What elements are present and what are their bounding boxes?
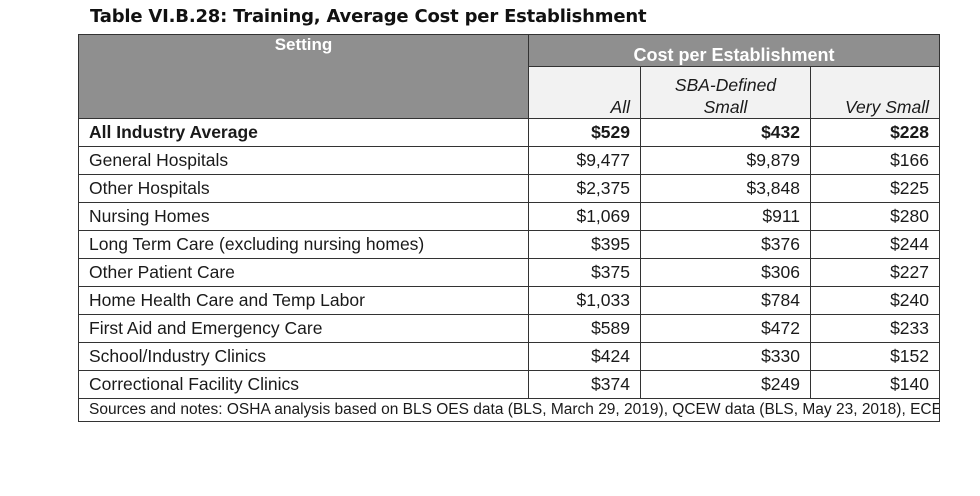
very-small-column-header: Very Small xyxy=(810,66,940,119)
all-cell: $424 xyxy=(528,342,641,371)
very-small-cell: $233 xyxy=(810,314,940,343)
very-small-cell: $152 xyxy=(810,342,940,371)
setting-cell: Home Health Care and Temp Labor xyxy=(78,286,529,315)
sba-column-header: SBA-Defined Small xyxy=(640,66,811,119)
sba-cell: $432 xyxy=(640,118,811,147)
sba-header-line1: SBA-Defined xyxy=(674,75,777,95)
sba-cell: $376 xyxy=(640,230,811,259)
sba-header-line2: Small xyxy=(703,97,748,117)
all-cell: $9,477 xyxy=(528,146,641,175)
header-row-sub: All SBA-Defined Small Very Small xyxy=(79,66,940,119)
table-row: School/Industry Clinics $424 $330 $152 xyxy=(78,342,940,371)
sba-cell: $306 xyxy=(640,258,811,287)
all-column-header: All xyxy=(528,66,641,119)
all-cell: $589 xyxy=(528,314,641,343)
table-row: All Industry Average $529 $432 $228 xyxy=(78,118,940,147)
very-small-cell: $166 xyxy=(810,146,940,175)
table-row: First Aid and Emergency Care $589 $472 $… xyxy=(78,314,940,343)
all-cell: $1,033 xyxy=(528,286,641,315)
sba-cell: $784 xyxy=(640,286,811,315)
very-small-cell: $240 xyxy=(810,286,940,315)
all-cell: $375 xyxy=(528,258,641,287)
sba-cell: $249 xyxy=(640,370,811,399)
setting-cell: School/Industry Clinics xyxy=(78,342,529,371)
all-cell: $395 xyxy=(528,230,641,259)
setting-column-header: Setting xyxy=(78,34,529,119)
setting-cell: All Industry Average xyxy=(78,118,529,147)
sba-cell: $472 xyxy=(640,314,811,343)
notes-row: Sources and notes: OSHA analysis based o… xyxy=(78,398,940,422)
setting-cell: First Aid and Emergency Care xyxy=(78,314,529,343)
setting-cell: General Hospitals xyxy=(78,146,529,175)
cost-table: Setting Cost per Establishment All SBA-D… xyxy=(78,34,940,422)
very-small-cell: $244 xyxy=(810,230,940,259)
very-small-cell: $280 xyxy=(810,202,940,231)
sba-cell: $911 xyxy=(640,202,811,231)
setting-cell: Correctional Facility Clinics xyxy=(78,370,529,399)
table-row: Correctional Facility Clinics $374 $249 … xyxy=(78,370,940,399)
very-small-cell: $225 xyxy=(810,174,940,203)
very-small-cell: $227 xyxy=(810,258,940,287)
header-row-group: Setting Cost per Establishment xyxy=(78,34,940,119)
sba-cell: $3,848 xyxy=(640,174,811,203)
all-cell: $2,375 xyxy=(528,174,641,203)
table-row: Nursing Homes $1,069 $911 $280 xyxy=(78,202,940,231)
table-row: Long Term Care (excluding nursing homes)… xyxy=(78,230,940,259)
setting-cell: Nursing Homes xyxy=(78,202,529,231)
table-row: Other Patient Care $375 $306 $227 xyxy=(78,258,940,287)
table-row: Other Hospitals $2,375 $3,848 $225 xyxy=(78,174,940,203)
setting-cell: Other Patient Care xyxy=(78,258,529,287)
table-row: Home Health Care and Temp Labor $1,033 $… xyxy=(78,286,940,315)
all-cell: $374 xyxy=(528,370,641,399)
sources-notes: Sources and notes: OSHA analysis based o… xyxy=(78,398,940,422)
table-caption: Table VI.B.28: Training, Average Cost pe… xyxy=(90,6,647,27)
sba-cell: $9,879 xyxy=(640,146,811,175)
all-cell: $1,069 xyxy=(528,202,641,231)
cost-group-header: Cost per Establishment xyxy=(528,34,940,67)
setting-cell: Other Hospitals xyxy=(78,174,529,203)
setting-cell: Long Term Care (excluding nursing homes) xyxy=(78,230,529,259)
all-cell: $529 xyxy=(528,118,641,147)
table-row: General Hospitals $9,477 $9,879 $166 xyxy=(78,146,940,175)
very-small-cell: $228 xyxy=(810,118,940,147)
sba-cell: $330 xyxy=(640,342,811,371)
very-small-cell: $140 xyxy=(810,370,940,399)
